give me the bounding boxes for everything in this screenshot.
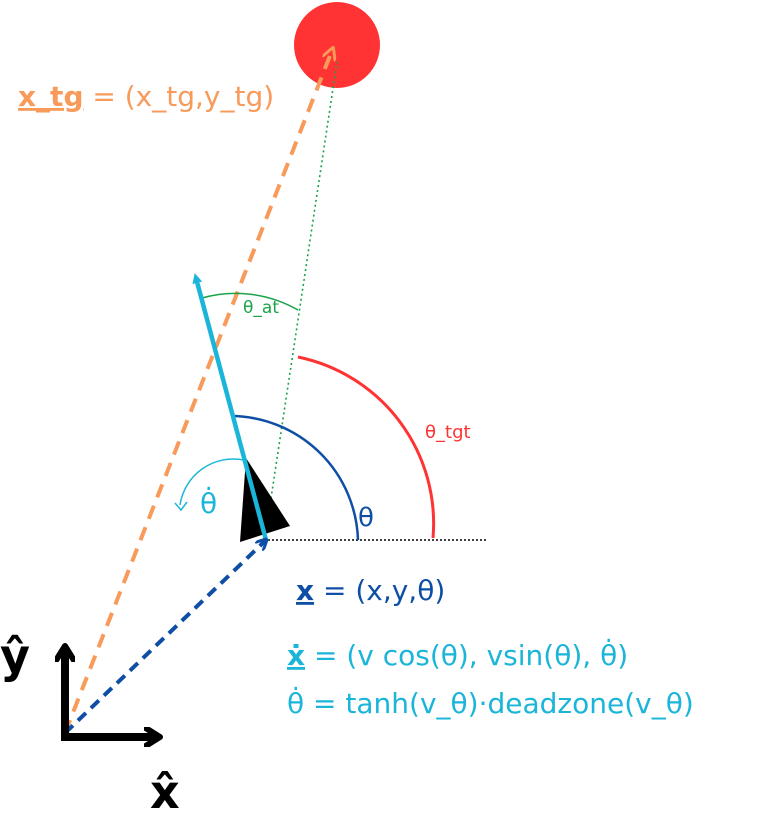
x-axis-label: x̂ (150, 765, 180, 812)
xdot-equation: ẋ = (v cos(θ), vsin(θ), θ̇) (287, 638, 628, 672)
y-axis-label: ŷ (0, 629, 30, 683)
robot-triangle-icon (240, 458, 290, 542)
theta-at-label: θ_at (243, 298, 279, 318)
theta-at-arc (201, 292, 299, 311)
line-of-sight-line (264, 61, 338, 539)
thetadot-equation: θ̇ = tanh(v_θ)·deadzone(v_θ) (287, 686, 694, 720)
target-vector-arrow (63, 48, 333, 734)
theta-tgt-label: θ_tgt (425, 422, 471, 443)
state-equation: x = (x,y,θ) (296, 574, 445, 607)
theta-dot-label: θ̇ (200, 486, 217, 520)
theta-dot-arrowhead (174, 501, 188, 512)
theta-tgt-arc (297, 355, 436, 539)
theta-label: θ (358, 503, 374, 533)
heading-arrow (192, 273, 269, 541)
robot-position-arrow (63, 540, 266, 735)
target-circle-icon (294, 2, 380, 88)
theta-arc (230, 414, 360, 541)
target-label: x_tg = (x_tg,y_tg) (18, 80, 274, 113)
theta-dot-arc (179, 458, 245, 506)
